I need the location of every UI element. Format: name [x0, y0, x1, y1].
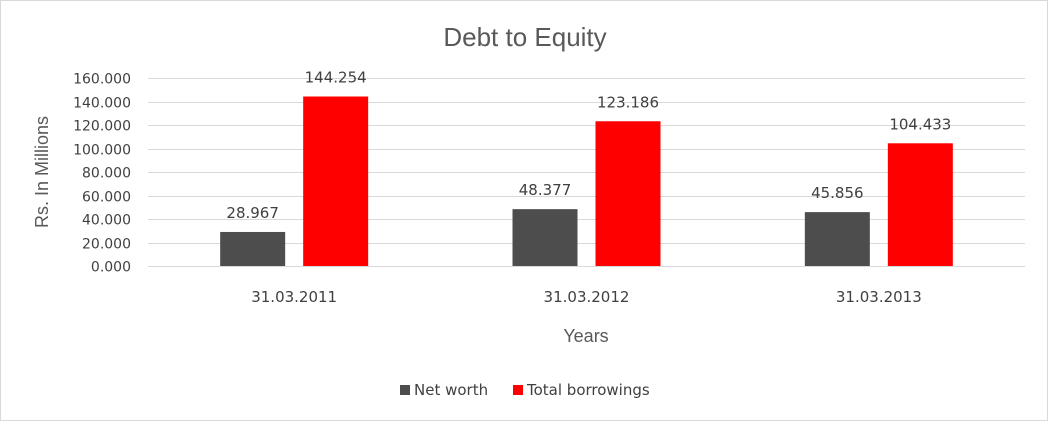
y-tick-label: 80.000: [82, 166, 131, 182]
data-label: 48.377: [519, 181, 572, 199]
legend-label: Net worth: [414, 381, 488, 399]
data-label: 45.856: [811, 184, 864, 202]
x-tick-label: 31.03.2012: [544, 288, 630, 306]
x-tick-label: 31.03.2011: [251, 288, 337, 306]
y-tick-label: 120.000: [73, 119, 131, 135]
bar-net-worth: [804, 212, 870, 266]
data-label: 144.254: [305, 69, 367, 87]
y-axis-title: Rs. In Millions: [32, 116, 52, 228]
data-label: 28.967: [226, 204, 279, 222]
x-axis-title: Years: [563, 326, 608, 346]
legend-label: Total borrowings: [526, 381, 650, 399]
legend-swatch: [400, 385, 410, 395]
data-label: 104.433: [889, 115, 951, 133]
bar-total-borrowings: [595, 121, 661, 267]
y-axis-ticks: 0.000 20.000 40.000 60.000 80.000 100.000 120.…: [73, 72, 131, 276]
y-tick-label: 40.000: [82, 213, 131, 229]
y-tick-label: 0.000: [91, 260, 131, 276]
bars: [220, 96, 953, 267]
y-tick-label: 20.000: [82, 237, 131, 253]
bar-net-worth: [220, 231, 286, 266]
y-tick-label: 100.000: [73, 143, 131, 159]
x-tick-label: 31.03.2013: [836, 288, 922, 306]
data-label: 123.186: [597, 93, 659, 111]
chart-title: Debt to Equity: [443, 22, 606, 52]
data-labels: 28.967 144.254 48.377 123.186 45.856 104.433: [226, 69, 951, 222]
gridlines: [148, 78, 1025, 267]
y-tick-label: 60.000: [82, 190, 131, 206]
y-tick-label: 140.000: [73, 96, 131, 112]
x-axis-ticks: 31.03.2011 31.03.2012 31.03.2013: [251, 288, 922, 306]
bar-total-borrowings: [303, 96, 369, 266]
bar-net-worth: [512, 209, 578, 266]
legend: Net worth Total borrowings: [400, 381, 650, 399]
bar-total-borrowings: [887, 143, 953, 266]
y-tick-label: 160.000: [73, 72, 131, 88]
legend-swatch: [513, 385, 523, 395]
